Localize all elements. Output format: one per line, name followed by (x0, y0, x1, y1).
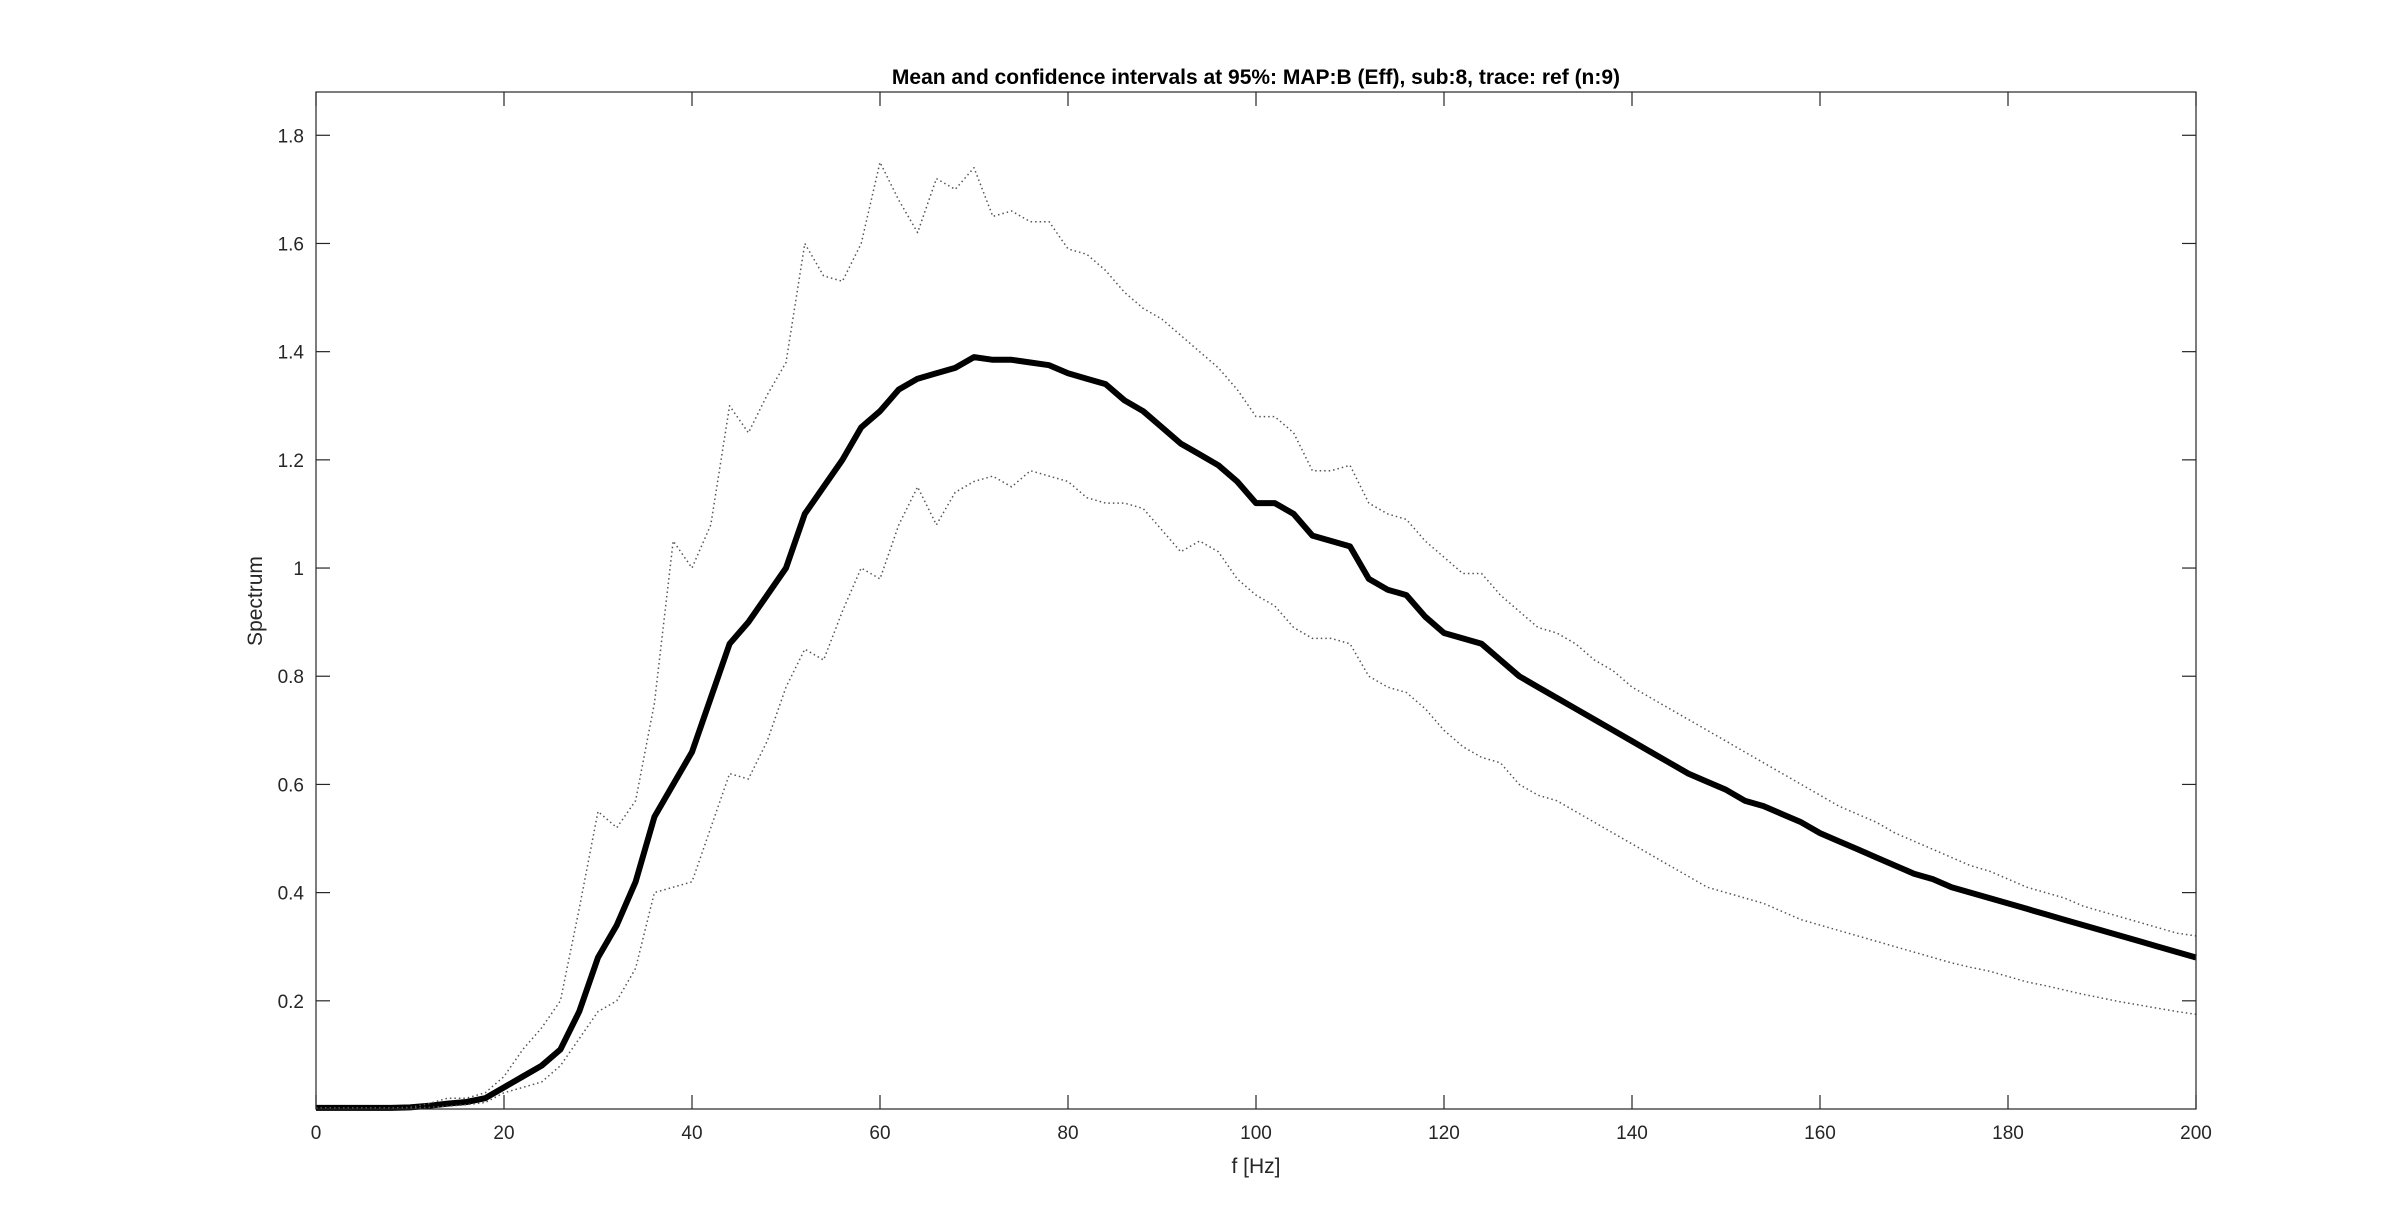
x-tick-label: 40 (681, 1123, 702, 1144)
series-layer (316, 161, 2197, 1111)
x-tick-label: 80 (1057, 1123, 1078, 1144)
x-tick-label: 180 (1992, 1123, 2024, 1144)
x-tick-label: 0 (311, 1123, 322, 1144)
y-tick-label: 1.2 (278, 451, 304, 472)
y-tick-label: 1.8 (278, 126, 304, 147)
mean-line (316, 354, 2197, 1111)
y-tick-label: 0.2 (278, 992, 304, 1013)
x-tick-label: 60 (869, 1123, 890, 1144)
x-tick-label: 140 (1616, 1123, 1648, 1144)
y-axis-label: Spectrum (244, 556, 267, 646)
y-tick-label: 1.4 (278, 343, 305, 364)
y-tick-label: 0.8 (278, 667, 304, 688)
axes-layer: 0 20 40 60 80 100 120 140 160 180 200 0.2 0.4 0.6 0.8 1… (278, 91, 2212, 1144)
x-axis-label: f [Hz] (1231, 1155, 1280, 1178)
x-tick-label: 200 (2180, 1123, 2212, 1144)
y-tick-label: 0.4 (278, 884, 305, 905)
chart-title: Mean and confidence intervals at 95%: MA… (892, 66, 1620, 89)
lower-ci-line (316, 469, 2197, 1109)
x-tick-label: 100 (1240, 1123, 1272, 1144)
y-tick-label: 1 (293, 559, 304, 580)
plot-background (316, 92, 2196, 1109)
y-tick-label: 1.6 (278, 234, 304, 255)
y-tick-label: 0.6 (278, 775, 304, 796)
upper-ci-line (316, 161, 2197, 1109)
plot-area (316, 92, 2196, 1109)
x-tick-label: 20 (493, 1123, 514, 1144)
x-tick-label: 120 (1428, 1123, 1460, 1144)
x-tick-label: 160 (1804, 1123, 1836, 1144)
